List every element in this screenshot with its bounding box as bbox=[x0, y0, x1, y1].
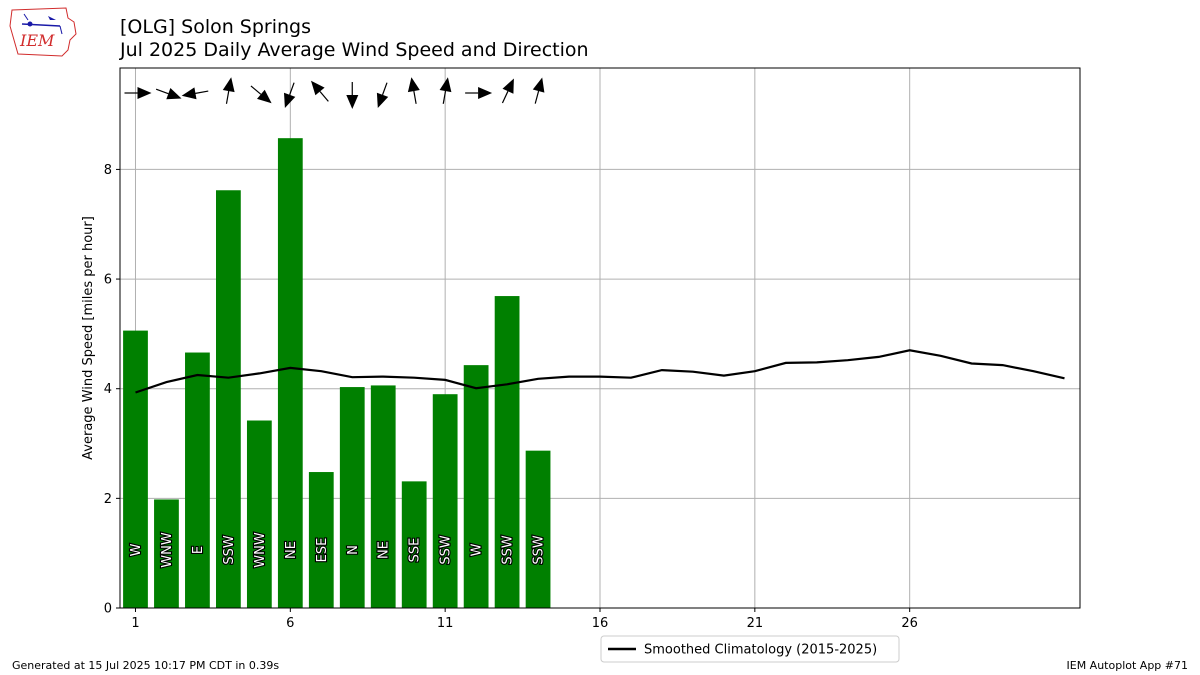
wind-speed-bars bbox=[123, 138, 551, 608]
direction-label: SSE bbox=[408, 538, 423, 563]
climatology-line bbox=[135, 349, 1065, 394]
wind-bar bbox=[308, 472, 334, 608]
direction-label: SSW bbox=[439, 535, 454, 565]
direction-label: ESE bbox=[315, 538, 330, 563]
iem-logo: IEM bbox=[9, 7, 77, 57]
legend-box bbox=[600, 635, 900, 663]
wind-bar bbox=[494, 296, 520, 608]
wind-direction-arrow bbox=[501, 78, 514, 104]
legend-label-climatology: Smoothed Climatology (2015-2025) bbox=[644, 643, 877, 658]
x-tick-label: 6 bbox=[286, 616, 294, 631]
direction-labels: W WNW E SSW WNW NE ESE N NE SSE SSW W SSW SSW bbox=[128, 531, 548, 569]
wind-direction-arrow bbox=[311, 80, 329, 102]
direction-label: SSW bbox=[222, 535, 237, 565]
wind-direction-arrow bbox=[376, 82, 389, 108]
y-tick-label: 2 bbox=[104, 492, 112, 507]
wind-bar bbox=[339, 387, 365, 608]
wind-direction-arrow bbox=[124, 87, 152, 99]
wind-direction-arrow bbox=[407, 77, 420, 104]
direction-label: WNW bbox=[253, 532, 268, 568]
wind-direction-arrow bbox=[532, 77, 545, 104]
legend: Smoothed Climatology (2015-2025) bbox=[600, 635, 900, 663]
direction-label: NE bbox=[377, 541, 392, 559]
direction-arrows bbox=[124, 77, 545, 109]
y-tick-label: 0 bbox=[104, 602, 112, 617]
wind-bar bbox=[401, 481, 427, 608]
direction-label: NE bbox=[284, 541, 299, 559]
climatology-line-layer bbox=[135, 349, 1065, 394]
wind-direction-arrow bbox=[465, 87, 493, 99]
x-tick-label: 26 bbox=[901, 616, 918, 631]
x-tick-label: 16 bbox=[592, 616, 609, 631]
wind-bar bbox=[123, 330, 148, 608]
direction-label: W bbox=[129, 543, 144, 556]
x-tick-label: 1 bbox=[131, 616, 139, 631]
direction-label: SSW bbox=[501, 535, 516, 565]
wind-bar bbox=[185, 352, 210, 608]
wind-bar bbox=[154, 499, 179, 608]
footer-app: IEM Autoplot App #71 bbox=[1066, 659, 1189, 672]
wind-direction-arrow bbox=[222, 77, 235, 104]
chart-subtitle: Jul 2025 Daily Average Wind Speed and Di… bbox=[120, 39, 589, 61]
wind-bar bbox=[216, 190, 241, 608]
y-tick-label: 8 bbox=[104, 163, 112, 178]
y-tick-label: 6 bbox=[104, 273, 112, 288]
wind-direction-arrow bbox=[439, 77, 452, 104]
wind-bar bbox=[525, 450, 551, 608]
y-tick-label: 4 bbox=[104, 382, 112, 397]
direction-label: E bbox=[191, 546, 206, 554]
direction-label: N bbox=[346, 545, 361, 555]
wind-direction-arrow bbox=[155, 88, 182, 100]
wind-direction-arrow bbox=[181, 87, 209, 100]
y-axis-label: Average Wind Speed [miles per hour] bbox=[81, 216, 96, 460]
chart-title: [OLG] Solon Springs bbox=[120, 16, 312, 38]
x-tick-label: 11 bbox=[437, 616, 454, 631]
wind-bar bbox=[246, 420, 272, 608]
wind-bar bbox=[463, 365, 489, 608]
x-tick-label: 21 bbox=[747, 616, 764, 631]
direction-label: WNW bbox=[160, 532, 175, 568]
logo-text: IEM bbox=[19, 31, 55, 50]
wind-direction-arrow bbox=[346, 82, 359, 109]
footer-generated: Generated at 15 Jul 2025 10:17 PM CDT in… bbox=[12, 659, 280, 672]
wind-bar bbox=[277, 138, 303, 608]
direction-label: SSW bbox=[532, 535, 547, 565]
wind-bar bbox=[370, 385, 396, 608]
wind-direction-arrow bbox=[284, 82, 296, 108]
direction-label: W bbox=[470, 543, 485, 556]
wind-bar bbox=[432, 394, 458, 608]
wind-direction-arrow bbox=[250, 85, 272, 104]
